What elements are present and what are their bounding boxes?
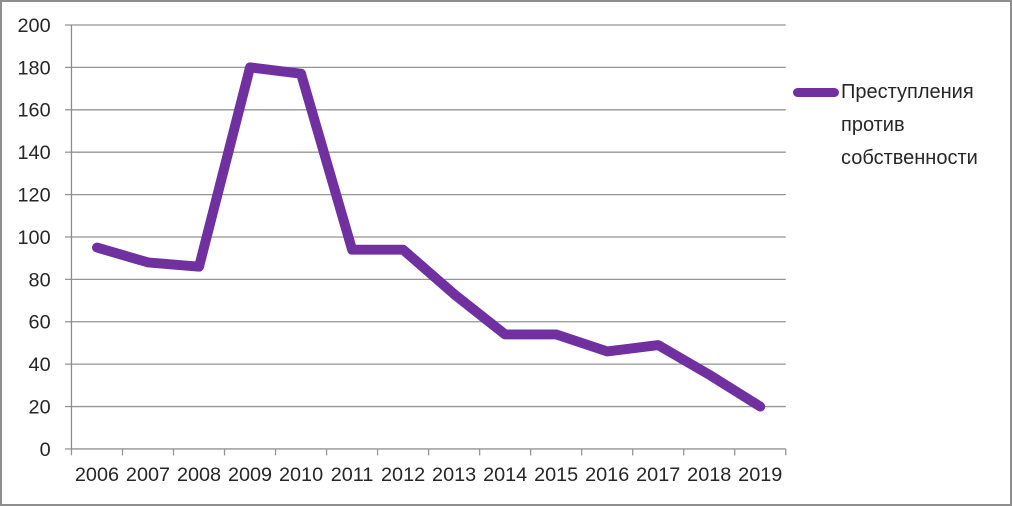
legend: Преступления против собственности: [793, 76, 987, 175]
x-tick-label: 2007: [126, 464, 170, 486]
gridlines: [71, 24, 786, 450]
y-tick-label: 40: [29, 354, 51, 376]
x-tick-label: 2014: [483, 464, 527, 486]
y-tick-label: 60: [29, 312, 51, 334]
x-axis-ticks: [70, 448, 787, 456]
x-tick-label: 2006: [75, 464, 119, 486]
x-tick-label: 2010: [279, 464, 323, 486]
x-tick-label: 2009: [228, 464, 272, 486]
y-tick-label: 160: [18, 100, 51, 122]
legend-label: Преступления против собственности: [841, 81, 978, 169]
y-tick-label: 140: [18, 142, 51, 164]
y-tick-label: 120: [18, 185, 51, 207]
x-tick-label: 2013: [432, 464, 476, 486]
x-tick-label: 2008: [177, 464, 221, 486]
x-tick-label: 2012: [381, 464, 425, 486]
y-axis-ticks: [65, 24, 72, 450]
legend-line-marker: [793, 88, 839, 97]
x-tick-label: 2015: [534, 464, 578, 486]
y-tick-label: 0: [40, 439, 51, 461]
y-tick-label: 100: [18, 227, 51, 249]
y-axis-labels: 0 20 40 60 80 100 120 140 160 180 200: [18, 15, 51, 461]
x-axis-labels: 2006 2007 2008 2009 2010 2011 2012 2013 2014 2015…: [75, 464, 782, 486]
x-tick-label: 2017: [636, 464, 680, 486]
y-tick-label: 20: [29, 396, 51, 418]
x-tick-label: 2016: [585, 464, 629, 486]
x-tick-label: 2019: [738, 464, 782, 486]
y-tick-label: 80: [29, 269, 51, 291]
y-tick-label: 200: [18, 15, 51, 37]
y-tick-label: 180: [18, 57, 51, 79]
data-line: [91, 62, 766, 412]
x-tick-label: 2011: [331, 464, 374, 486]
x-tick-label: 2018: [687, 464, 731, 486]
